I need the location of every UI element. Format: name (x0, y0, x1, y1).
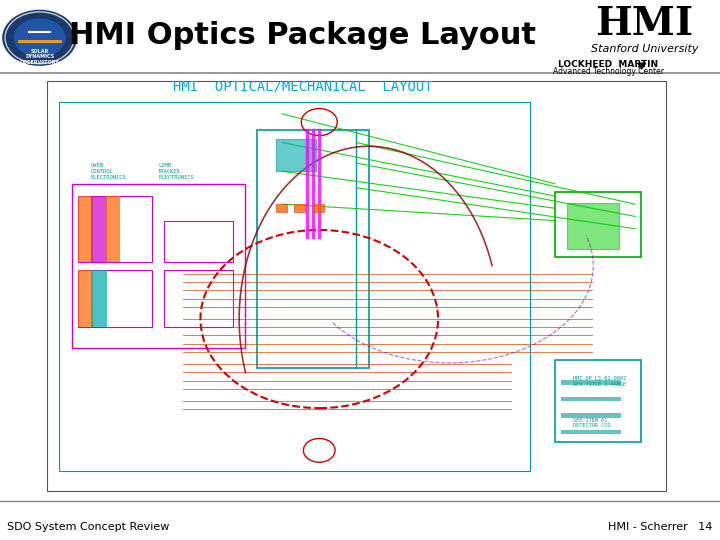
Text: SEE ITEM 01
DETECTOR CCD: SEE ITEM 01 DETECTOR CCD (573, 417, 611, 428)
Bar (294, 204, 305, 212)
Text: HMI - Scherrer   14: HMI - Scherrer 14 (608, 522, 713, 531)
Circle shape (14, 18, 66, 57)
Bar (561, 380, 621, 384)
Bar (47, 81, 666, 491)
Text: SDO System Concept Review: SDO System Concept Review (7, 522, 170, 531)
Text: Stanford University: Stanford University (590, 44, 698, 53)
Bar (276, 139, 315, 171)
Bar (59, 102, 530, 471)
Bar (554, 192, 642, 258)
Bar (164, 270, 233, 327)
Text: HMI  OPTICAL/MECHANICAL  LAYOUT: HMI OPTICAL/MECHANICAL LAYOUT (173, 79, 432, 93)
Bar (313, 204, 324, 212)
Bar (91, 270, 107, 327)
Bar (554, 360, 642, 442)
Bar (78, 270, 94, 327)
Bar (561, 397, 621, 401)
Text: LIMB
TRACKER
ELECTRONICS: LIMB TRACKER ELECTRONICS (158, 163, 194, 180)
Bar (91, 196, 107, 261)
Bar (276, 204, 287, 212)
Bar (567, 203, 619, 249)
Bar (164, 220, 233, 261)
Text: Advanced Technology Center: Advanced Technology Center (553, 67, 664, 76)
Bar (78, 270, 152, 327)
Bar (0, 0, 720, 73)
Bar (257, 130, 369, 368)
Text: HMI OP LS 02-0002
REV TITLE 1 RANGE: HMI OP LS 02-0002 REV TITLE 1 RANGE (573, 376, 626, 387)
Text: SOLAR
DYNAMICS
OBSERVATORY: SOLAR DYNAMICS OBSERVATORY (19, 49, 60, 65)
Text: OVEN
CONTROL
ELECTRONICS: OVEN CONTROL ELECTRONICS (90, 163, 126, 180)
Text: NASA: NASA (32, 66, 48, 71)
Bar (561, 413, 621, 417)
Bar (78, 196, 152, 261)
Bar (105, 196, 120, 261)
Circle shape (2, 10, 77, 66)
Bar (561, 430, 621, 434)
Text: HMI: HMI (595, 5, 693, 43)
Text: LOCKHEED  MARTIN: LOCKHEED MARTIN (558, 60, 659, 69)
Text: HMI Optics Package Layout: HMI Optics Package Layout (69, 21, 536, 50)
Bar (71, 184, 245, 348)
Circle shape (5, 12, 74, 64)
Bar (78, 196, 94, 261)
